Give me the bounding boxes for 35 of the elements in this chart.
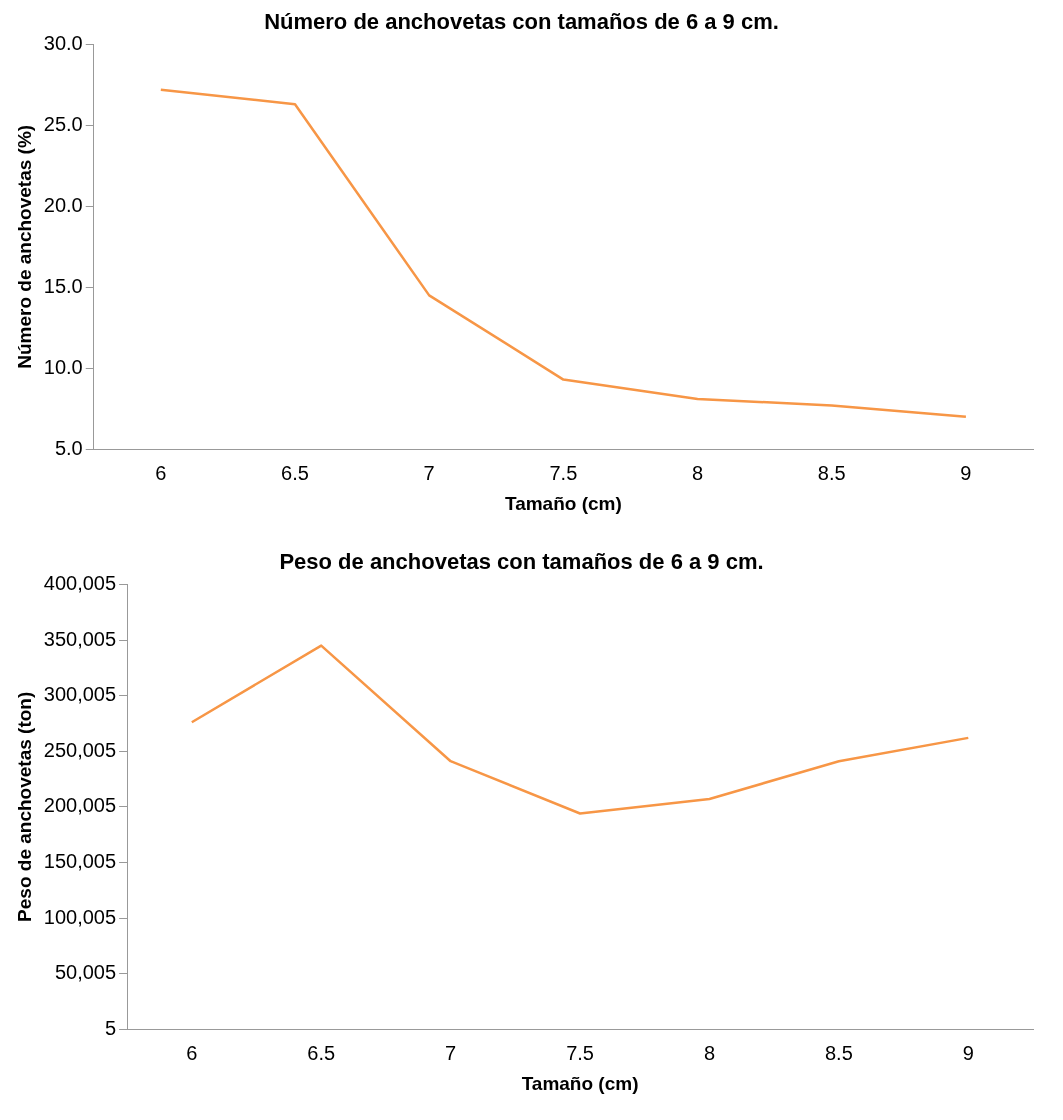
x-tick-label: 9	[960, 461, 972, 484]
y-tick-label: 50,005	[54, 961, 117, 984]
y-tick-label: 10.0	[43, 355, 83, 378]
x-tick-label: 6	[155, 461, 167, 484]
y-tick-label: 30.0	[43, 31, 83, 54]
x-tick-label: 8	[703, 1041, 716, 1064]
y-axis-title: Número de anchovetas (%)	[13, 124, 35, 369]
x-tick-label: 9	[962, 1041, 974, 1064]
y-tick-label: 100,005	[43, 905, 117, 928]
y-tick-label: 300,005	[43, 683, 117, 706]
y-tick-label: 5.0	[54, 436, 83, 459]
x-axis-title: Tamaño (cm)	[504, 492, 622, 514]
x-tick-label: 8.5	[824, 1041, 853, 1064]
x-tick-label: 7	[423, 461, 435, 484]
y-tick-label: 5	[104, 1016, 117, 1039]
chart-title: Peso de anchovetas con tamaños de 6 a 9 cm.	[279, 549, 764, 575]
x-tick-label: 8	[691, 461, 704, 484]
x-tick-label: 6.5	[281, 461, 309, 484]
x-tick-label: 7.5	[566, 1041, 594, 1064]
y-tick-label: 20.0	[43, 193, 83, 216]
x-tick-label: 6	[186, 1041, 198, 1064]
y-axis-title: Peso de anchovetas (ton)	[13, 691, 35, 922]
y-tick-label: 400,005	[43, 571, 117, 594]
y-tick-label: 25.0	[43, 112, 83, 135]
y-tick-label: 15.0	[43, 274, 83, 297]
y-tick-label: 250,005	[43, 738, 117, 761]
chart-title: Número de anchovetas con tamaños de 6 a 9 cm.	[264, 9, 779, 35]
x-tick-label: 7	[445, 1041, 457, 1064]
y-tick-label: 150,005	[43, 849, 117, 872]
y-tick-label: 200,005	[43, 794, 117, 817]
x-axis-title: Tamaño (cm)	[521, 1072, 639, 1094]
x-tick-label: 8.5	[817, 461, 846, 484]
x-tick-label: 6.5	[307, 1041, 336, 1064]
y-tick-label: 350,005	[43, 627, 117, 650]
x-tick-label: 7.5	[549, 461, 578, 484]
